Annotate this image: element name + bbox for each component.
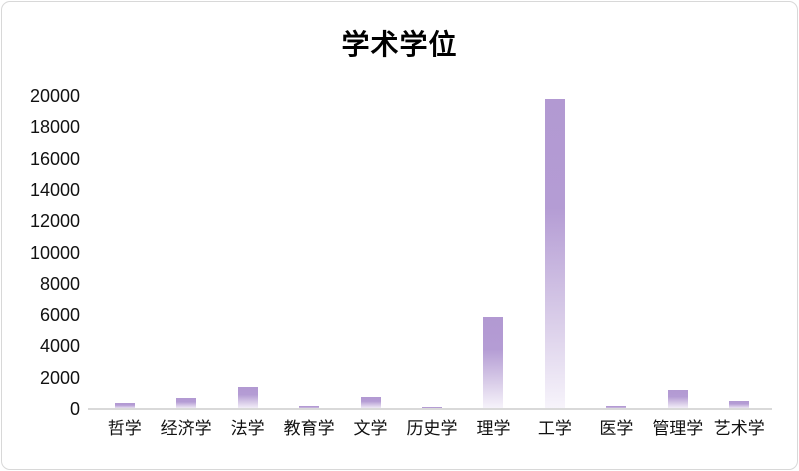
bar-7 (483, 316, 504, 409)
x-tick-label: 艺术学 (713, 419, 765, 438)
y-tick-label: 2000 (39, 367, 80, 388)
bar-9 (606, 405, 627, 409)
bar-1 (114, 402, 135, 409)
chart-title: 学术学位 (341, 29, 458, 60)
bar-4 (299, 405, 320, 409)
x-tick-label: 文学 (353, 419, 388, 438)
bar-5 (360, 397, 381, 409)
bar-10 (667, 390, 688, 409)
y-tick-label: 4000 (39, 336, 80, 357)
bar-8 (544, 99, 565, 409)
x-tick-label: 医学 (599, 419, 634, 438)
x-axis-line (88, 408, 772, 410)
y-tick-label: 6000 (39, 305, 80, 326)
x-tick-label: 工学 (537, 419, 572, 438)
y-tick-label: 16000 (29, 148, 80, 169)
x-tick-label: 理学 (476, 419, 511, 438)
x-tick-label: 教育学 (283, 419, 335, 438)
y-tick-label: 12000 (29, 211, 80, 232)
y-tick-label: 20000 (29, 86, 80, 106)
x-tick-label: 哲学 (107, 419, 142, 438)
bar-11 (729, 401, 750, 409)
plot-area (94, 96, 770, 409)
y-tick-label: 8000 (39, 273, 80, 294)
y-tick-label: 10000 (29, 242, 80, 263)
bar-2 (176, 398, 197, 409)
y-tick-label: 18000 (29, 117, 80, 138)
y-tick-label: 14000 (29, 179, 80, 200)
y-tick-label: 0 (69, 399, 80, 419)
bar-3 (237, 387, 258, 409)
x-tick-label: 历史学 (406, 419, 458, 438)
x-tick-label: 管理学 (652, 419, 704, 438)
x-tick-label: 法学 (230, 419, 265, 438)
x-tick-label: 经济学 (160, 419, 212, 438)
bar-6 (422, 406, 442, 409)
